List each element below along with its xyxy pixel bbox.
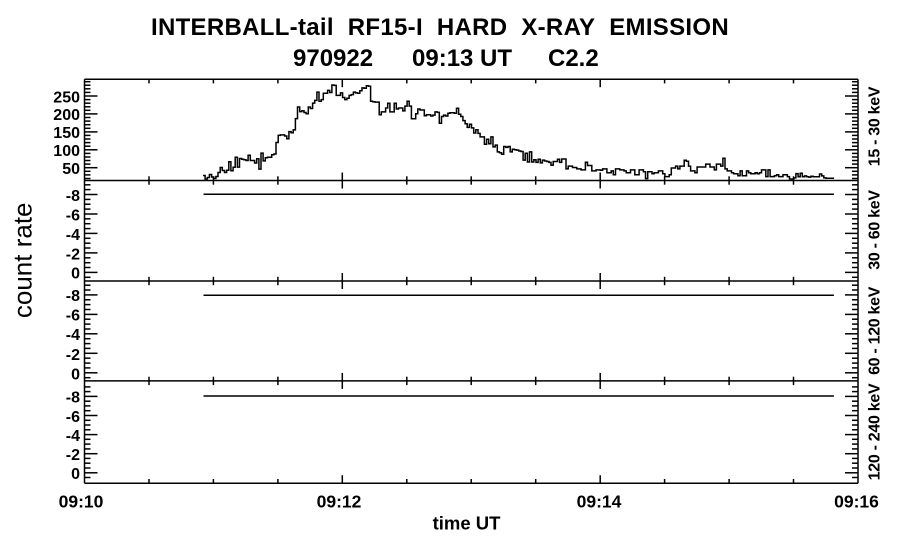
svg-text:120 - 240 keV: 120 - 240 keV xyxy=(867,383,884,480)
svg-text:time UT: time UT xyxy=(433,513,502,534)
svg-text:-6: -6 xyxy=(66,207,80,224)
svg-text:09:12: 09:12 xyxy=(317,492,362,512)
svg-text:50: 50 xyxy=(62,161,80,178)
svg-text:0: 0 xyxy=(71,366,80,383)
svg-text:-4: -4 xyxy=(66,428,80,445)
svg-text:count rate: count rate xyxy=(8,202,38,318)
svg-text:-4: -4 xyxy=(66,327,80,344)
svg-text:-4: -4 xyxy=(66,227,80,244)
svg-text:200: 200 xyxy=(53,107,80,124)
svg-text:30 - 60 keV: 30 - 60 keV xyxy=(867,190,884,270)
svg-text:-8: -8 xyxy=(66,288,80,305)
svg-text:-6: -6 xyxy=(66,308,80,325)
svg-text:09:13 UT: 09:13 UT xyxy=(412,45,512,72)
svg-text:0: 0 xyxy=(71,266,80,283)
svg-text:09:10: 09:10 xyxy=(59,492,104,512)
svg-text:15 - 30 keV: 15 - 30 keV xyxy=(867,86,884,166)
svg-text:-8: -8 xyxy=(66,390,80,407)
svg-text:-8: -8 xyxy=(66,188,80,205)
svg-text:-2: -2 xyxy=(66,347,80,364)
svg-text:09:14: 09:14 xyxy=(577,492,622,512)
svg-text:0: 0 xyxy=(71,466,80,483)
svg-text:-2: -2 xyxy=(66,246,80,263)
svg-text:970922: 970922 xyxy=(293,45,373,72)
svg-text:100: 100 xyxy=(53,143,80,160)
svg-text:C2.2: C2.2 xyxy=(548,45,599,72)
svg-text:150: 150 xyxy=(53,125,80,142)
svg-text:60 - 120 keV: 60 - 120 keV xyxy=(867,286,884,375)
svg-text:09:16: 09:16 xyxy=(834,492,879,512)
svg-text:INTERBALL-tail RF15-I HARD: INTERBALL-tail RF15-I HARD X-RAY EMISSIO… xyxy=(151,14,729,41)
svg-text:-6: -6 xyxy=(66,409,80,426)
svg-text:250: 250 xyxy=(53,89,80,106)
svg-text:-2: -2 xyxy=(66,447,80,464)
